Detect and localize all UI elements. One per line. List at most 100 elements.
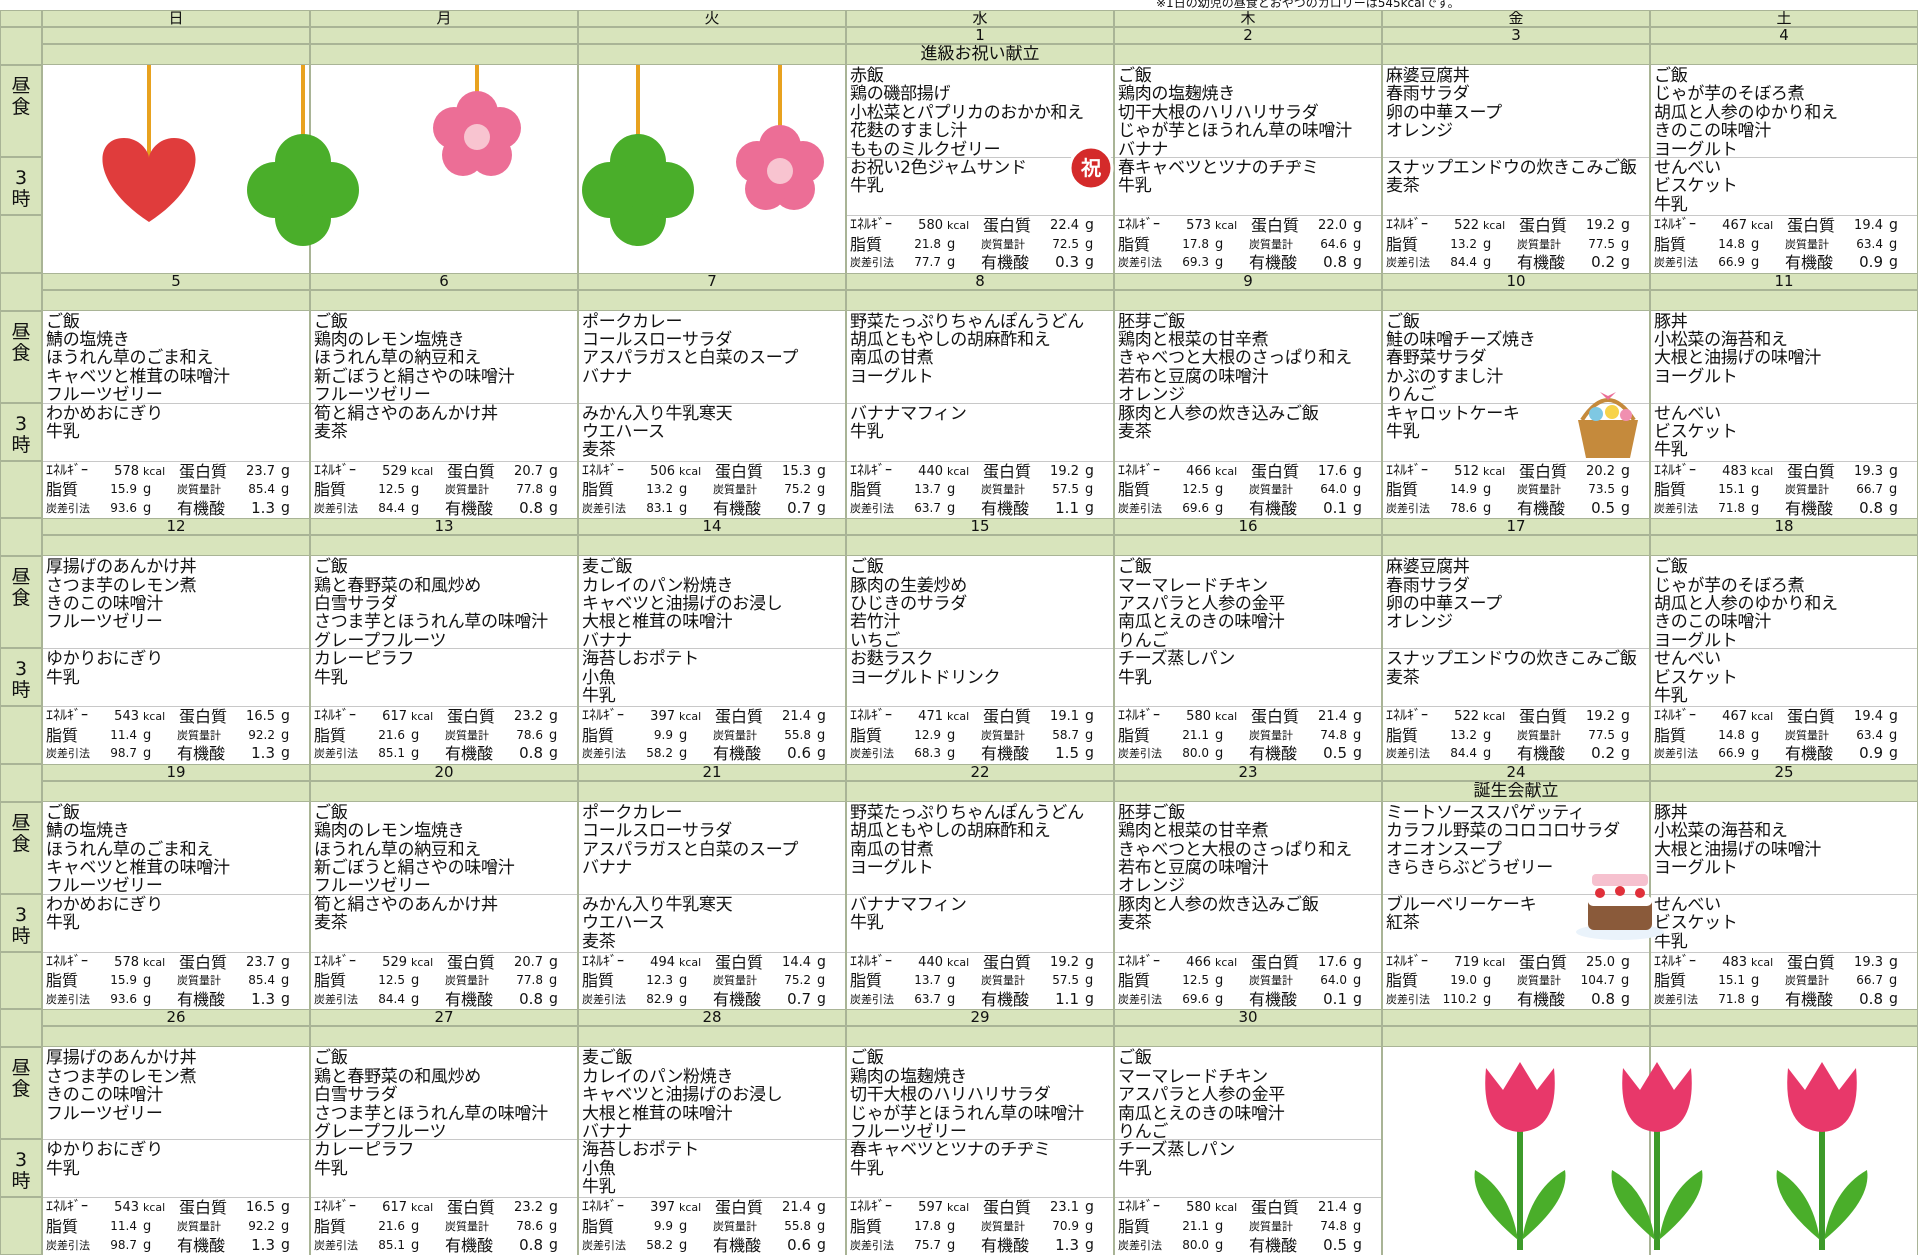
nutrition-label: 脂質	[582, 1216, 615, 1236]
nutrition-label: 蛋白質	[179, 952, 228, 972]
snack-cell: せんべい ビスケット 牛乳	[1651, 402, 1917, 461]
nutrition-label: 炭差引法	[46, 992, 90, 1006]
nutrition-label: 炭質量計	[1249, 237, 1293, 251]
nutrition-label: ｴﾈﾙｷﾞｰ	[1118, 953, 1160, 970]
nutrition-value: 16.5	[246, 1200, 275, 1216]
nutrition-value: 19.4	[1854, 218, 1883, 233]
nutrition-label: g	[1215, 1237, 1224, 1253]
nutrition-label: g	[1483, 746, 1492, 762]
snack-item: チーズ蒸しパン	[1118, 649, 1235, 670]
nutrition-label: g	[947, 500, 956, 516]
day-cell	[1650, 1047, 1918, 1255]
nutrition-label: g	[143, 500, 152, 516]
nutrition-value: 69.6	[1182, 500, 1209, 515]
lunch-item: もものミルクゼリー	[850, 139, 1001, 157]
lunch-item: 春野菜サラダ	[1386, 348, 1487, 369]
nutrition-label: 有機酸	[1249, 253, 1298, 273]
nutrition-label: 炭差引法	[1654, 747, 1698, 761]
nutrition-label: ｴﾈﾙｷﾞｰ	[582, 462, 624, 479]
nutrition-label: g	[1353, 1218, 1362, 1234]
nutrition-cell: ｴﾈﾙｷﾞｰ 483 kcal 蛋白質 19.3 g 脂質 15.1 g 炭質量計 66.7 g 炭差引…	[1651, 951, 1917, 1010]
nutrition-cell: ｴﾈﾙｷﾞｰ 471 kcal 蛋白質 19.1 g 脂質 12.9 g 炭質量計 58.7 g 炭差引…	[847, 706, 1113, 764]
lunch-item: ヨーグルト	[1654, 366, 1738, 387]
nutrition-label: 蛋白質	[715, 461, 764, 481]
day-cell: ミートソーススパゲッティ カラフル野菜のコロコロサラダ オニオンスープ きらきらぶどう…	[1382, 801, 1650, 1010]
nutrition-label: g	[1621, 482, 1630, 498]
day-cell: 赤飯 鶏の磯部揚げ 小松菜とパプリカのおかか和え 花麩のすまし汁 もものミルクゼリー お祝…	[846, 65, 1114, 273]
snack-item: 牛乳	[850, 913, 884, 934]
special-cell: 誕生会献立	[1382, 780, 1650, 802]
lunch-item: 白雪サラダ	[314, 1085, 398, 1106]
nutrition-value: 73.5	[1588, 482, 1615, 497]
nutrition-label: 炭差引法	[582, 1238, 626, 1252]
snack-cell: ゆかりおにぎり 牛乳	[43, 1139, 309, 1197]
lunch-item: 鶏と春野菜の和風炒め	[314, 575, 481, 596]
lunch-item: 白雪サラダ	[314, 593, 398, 614]
snack-item: せんべい	[1654, 158, 1721, 178]
nutrition-label: 炭質量計	[445, 1219, 489, 1233]
nutrition-label: 蛋白質	[447, 707, 496, 727]
snack-cell: スナップエンドウの炊きこみご飯 麦茶	[1383, 157, 1649, 215]
nutrition-label: 有機酸	[713, 498, 762, 518]
lunch-item: コールスローサラダ	[582, 821, 732, 842]
day-cell: ご飯 鶏肉の塩麹焼き 切干大根のハリハリサラダ じゃが芋とほうれん草の味噌汁 バナナ 春キ…	[1114, 65, 1382, 273]
nutrition-label: ｴﾈﾙｷﾞｰ	[1386, 953, 1428, 970]
nutrition-label: g	[1483, 236, 1492, 252]
snack-item: 牛乳	[46, 667, 80, 688]
snack-item: みかん入り牛乳寒天	[582, 403, 733, 424]
snack-cell: 春キャベツとツナのチヂミ 牛乳	[847, 1139, 1113, 1197]
lunch-item: フルーツゼリー	[46, 612, 163, 633]
nutrition-label: 有機酸	[981, 989, 1030, 1009]
lunch-item: バナナ	[582, 1121, 633, 1140]
nutrition-label: kcal	[679, 710, 702, 724]
special-cell	[42, 780, 310, 802]
special-cell	[42, 535, 310, 557]
nutrition-value: 15.1	[1718, 482, 1745, 497]
lunch-item: じゃが芋のそぼろ煮	[1654, 84, 1805, 105]
date-cell: 19	[42, 763, 310, 781]
nutrition-label: g	[947, 746, 956, 762]
nutrition-value: 84.4	[1450, 255, 1477, 270]
nutrition-value: 597	[918, 1200, 943, 1216]
nutrition-label: 炭質量計	[713, 483, 757, 497]
date-cell: 24	[1382, 763, 1650, 781]
snack-cell: お祝い2色ジャムサンド 牛乳	[847, 157, 1113, 215]
nutrition-value: 93.6	[110, 991, 137, 1006]
nutrition-label: g	[411, 500, 420, 516]
nutrition-label: ｴﾈﾙｷﾞｰ	[850, 217, 892, 233]
nutrition-label: kcal	[947, 1201, 970, 1215]
nutrition-label: 炭質量計	[1785, 483, 1829, 497]
lunch-item: 大根と椎茸の味噌汁	[582, 1103, 733, 1124]
nutrition-label: 蛋白質	[715, 952, 764, 972]
nutrition-label: g	[947, 973, 956, 989]
snack-item: 麦茶	[1386, 667, 1420, 688]
nutrition-label: 炭差引法	[46, 747, 90, 761]
lunch-item: ヨーグルト	[1654, 857, 1738, 878]
lunch-cell: 野菜たっぷりちゃんぽんうどん 胡瓜ともやしの胡麻酢和え 南瓜の甘煮 ヨーグルト	[847, 802, 1113, 894]
nutrition-label: g	[1483, 991, 1492, 1007]
lunch-item: 野菜たっぷりちゃんぽんうどん	[850, 802, 1084, 823]
nutrition-label: g	[1621, 727, 1630, 743]
lunch-item: バナナ	[582, 366, 633, 387]
day-cell: ご飯 マーマレードチキン アスパラと人参の金平 南瓜とえのきの味噌汁 りんご チーズ蒸しパ…	[1114, 1047, 1382, 1255]
nutrition-value: 13.2	[646, 482, 673, 497]
snack-item: ウエハース	[582, 421, 665, 442]
nutrition-label: ｴﾈﾙｷﾞｰ	[46, 462, 88, 479]
nutrition-value: 512	[1454, 463, 1479, 479]
nutrition-label: g	[1215, 746, 1224, 762]
nutrition-label: g	[1751, 482, 1760, 498]
snack-item: 牛乳	[1118, 667, 1152, 688]
nutrition-label: kcal	[143, 464, 166, 478]
day-cell: ご飯 鮭の味噌チーズ焼き 春野菜サラダ かぶのすまし汁 りんご キャロットケーキ 牛乳 ｴﾈﾙ…	[1382, 310, 1650, 519]
nutrition-label: g	[1621, 236, 1630, 252]
nutrition-cell: ｴﾈﾙｷﾞｰ 522 kcal 蛋白質 19.2 g 脂質 13.2 g 炭質量計 77.5 g 炭差引…	[1383, 706, 1649, 764]
special-cell: 進級お祝い献立	[846, 44, 1114, 65]
nutrition-label: 脂質	[1118, 480, 1151, 500]
nutrition-value: 19.1	[1050, 709, 1079, 725]
lunch-item: オレンジ	[1118, 385, 1185, 403]
snack-item: 牛乳	[314, 667, 348, 688]
nutrition-label: 脂質	[314, 1216, 347, 1236]
nutrition-value: 12.5	[378, 973, 405, 988]
nutrition-label: g	[1215, 1218, 1224, 1234]
